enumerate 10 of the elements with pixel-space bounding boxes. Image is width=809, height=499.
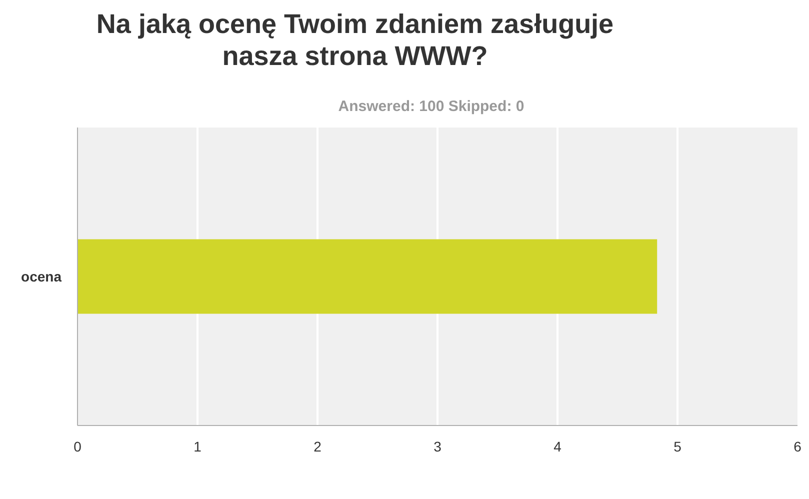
x-tick-label: 5: [674, 438, 682, 454]
chart-title: Na jaką ocenę Twoim zdaniem zasługuje nasza strona WWW?: [96, 8, 614, 73]
y-tick-label: ocena: [21, 268, 62, 284]
x-tick-label: 4: [554, 438, 562, 454]
x-tick-label: 0: [74, 438, 82, 454]
x-tick-label: 6: [794, 438, 802, 454]
chart-subtitle: Answered: 100 Skipped: 0: [338, 98, 524, 115]
x-tick-label: 1: [194, 438, 202, 454]
x-tick-label: 2: [314, 438, 322, 454]
x-tick-label: 3: [434, 438, 442, 454]
